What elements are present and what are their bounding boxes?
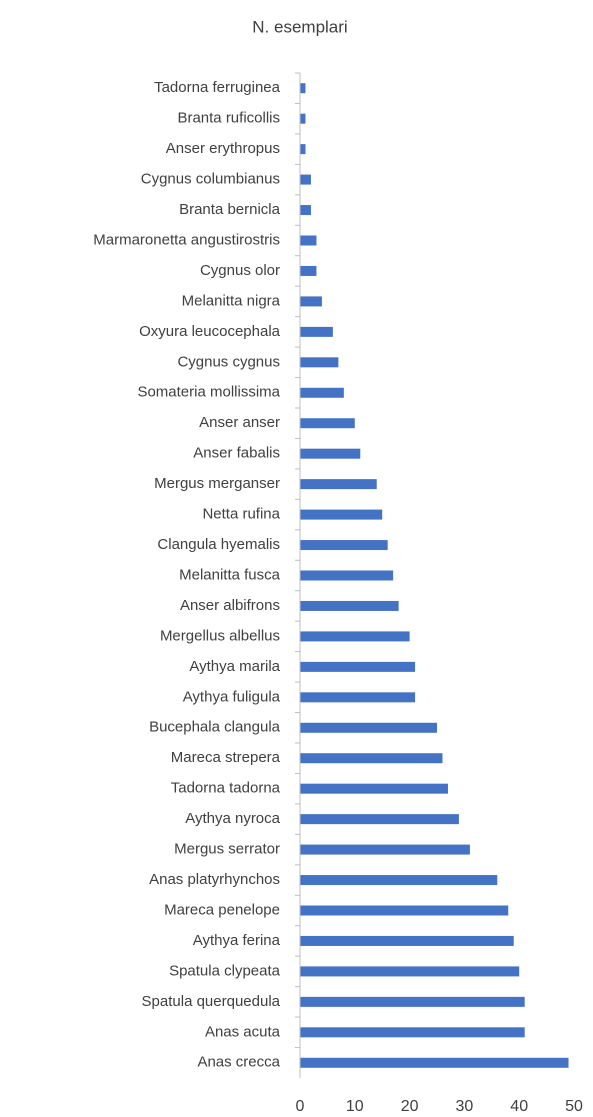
bar	[300, 600, 399, 611]
y-tick-label: Anas crecca	[197, 1054, 280, 1071]
bar	[300, 326, 333, 337]
y-tick-label: Mergus merganser	[154, 475, 280, 492]
bar	[300, 844, 470, 855]
bar	[300, 783, 448, 794]
y-tick-label: Cygnus cygnus	[177, 353, 280, 370]
y-tick-label: Anas platyrhynchos	[149, 871, 280, 888]
y-tick-label: Mergellus albellus	[160, 627, 280, 644]
y-tick-label: Melanitta fusca	[179, 566, 281, 583]
y-tick-label: Marmaronetta angustirostris	[93, 231, 280, 248]
bar	[300, 905, 509, 916]
x-tick-label: 20	[401, 1098, 419, 1115]
y-tick-label: Netta rufina	[202, 506, 280, 523]
bar	[300, 692, 416, 703]
y-tick-label: Bucephala clangula	[149, 719, 281, 736]
bar	[300, 875, 498, 886]
y-tick-label: Melanitta nigra	[182, 292, 281, 309]
y-tick-label: Anas acuta	[205, 1023, 281, 1040]
bar	[300, 966, 520, 977]
y-tick-label: Mareca strepera	[171, 749, 281, 766]
y-tick-label: Clangula hyemalis	[157, 536, 280, 553]
bar	[300, 448, 361, 459]
y-tick-label: Cygnus columbianus	[141, 171, 280, 188]
y-tick-label: Anser fabalis	[193, 445, 280, 462]
y-tick-label: Somateria mollissima	[137, 384, 280, 401]
x-tick-label: 40	[510, 1098, 528, 1115]
y-tick-label: Cygnus olor	[200, 262, 280, 279]
y-tick-label: Branta bernicla	[179, 201, 281, 218]
bar	[300, 174, 311, 185]
y-tick-label: Mergus serrator	[174, 841, 280, 858]
bar	[300, 479, 377, 490]
bar	[300, 540, 388, 551]
y-tick-label: Aythya marila	[189, 658, 280, 675]
y-tick-label: Mareca penelope	[164, 901, 280, 918]
y-tick-label: Branta ruficollis	[177, 110, 280, 127]
chart-title: N. esemplari	[252, 17, 347, 36]
y-tick-label: Spatula clypeata	[169, 962, 281, 979]
bar	[300, 996, 525, 1007]
y-tick-label: Tadorna ferruginea	[154, 79, 281, 96]
bar	[300, 661, 416, 672]
bar	[300, 1027, 525, 1038]
bar	[300, 205, 311, 216]
bar	[300, 144, 306, 155]
bar	[300, 935, 514, 946]
y-tick-label: Anser anser	[199, 414, 280, 431]
bar	[300, 418, 355, 429]
bar	[300, 387, 344, 398]
y-tick-label: Tadorna tadorna	[171, 780, 281, 797]
bar	[300, 509, 383, 520]
y-tick-label: Oxyura leucocephala	[139, 323, 281, 340]
bar	[300, 296, 322, 307]
x-tick-label: 10	[346, 1098, 364, 1115]
bar	[300, 1057, 569, 1068]
x-tick-label: 0	[296, 1098, 305, 1115]
bar	[300, 113, 306, 124]
bar	[300, 357, 339, 368]
bar	[300, 570, 394, 581]
y-tick-label: Anser albifrons	[180, 597, 280, 614]
y-tick-label: Anser erythropus	[166, 140, 280, 157]
bar	[300, 722, 437, 733]
y-tick-label: Aythya ferina	[193, 932, 281, 949]
bar	[300, 753, 443, 764]
x-tick-label: 50	[565, 1098, 583, 1115]
y-tick-label: Spatula querquedula	[142, 993, 281, 1010]
bar	[300, 265, 317, 276]
bar	[300, 814, 459, 825]
x-tick-label: 30	[456, 1098, 474, 1115]
y-tick-label: Aythya nyroca	[185, 810, 280, 827]
bar	[300, 83, 306, 94]
bar	[300, 235, 317, 246]
bar	[300, 631, 410, 642]
y-tick-label: Aythya fuligula	[183, 688, 281, 705]
